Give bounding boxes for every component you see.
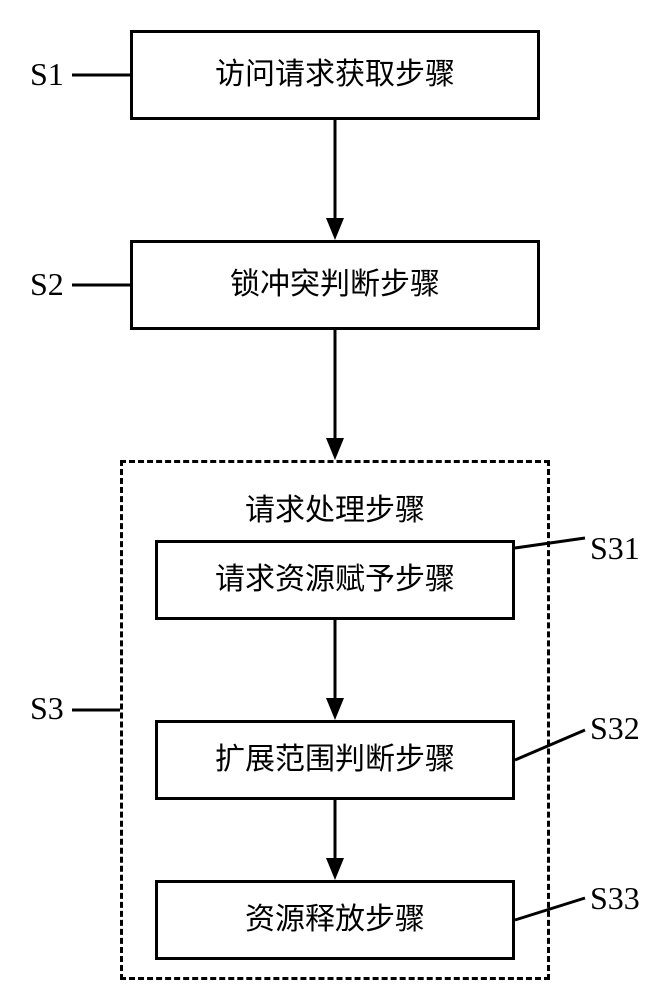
flow-node-label: 锁冲突判断步骤 [230, 267, 440, 303]
leader-line [515, 728, 585, 762]
step-label: S33 [590, 880, 640, 917]
flow-arrow [317, 620, 353, 720]
flow-node-label: 访问请求获取步骤 [215, 57, 455, 93]
group-title: 请求处理步骤 [123, 485, 547, 529]
flow-node-s32: 扩展范围判断步骤 [155, 720, 515, 800]
flow-node-label: 扩展范围判断步骤 [215, 742, 455, 778]
step-label: S3 [30, 690, 64, 727]
flow-arrow [317, 330, 353, 460]
leader-line [515, 536, 585, 550]
leader-line [72, 708, 120, 712]
flow-node-s33: 资源释放步骤 [155, 880, 515, 960]
step-label: S32 [590, 710, 640, 747]
step-label: S2 [30, 266, 64, 303]
flow-node-label: 请求资源赋予步骤 [215, 562, 455, 598]
flow-node-s31: 请求资源赋予步骤 [155, 540, 515, 620]
flow-node-label: 资源释放步骤 [245, 902, 425, 938]
flow-node-s2: 锁冲突判断步骤 [130, 240, 540, 330]
step-label: S31 [590, 530, 640, 567]
flow-arrow [317, 800, 353, 880]
flow-node-s1: 访问请求获取步骤 [130, 30, 540, 120]
leader-line [72, 283, 130, 287]
leader-line [72, 73, 130, 77]
flow-arrow [317, 120, 353, 240]
step-label: S1 [30, 56, 64, 93]
leader-line [515, 896, 585, 922]
